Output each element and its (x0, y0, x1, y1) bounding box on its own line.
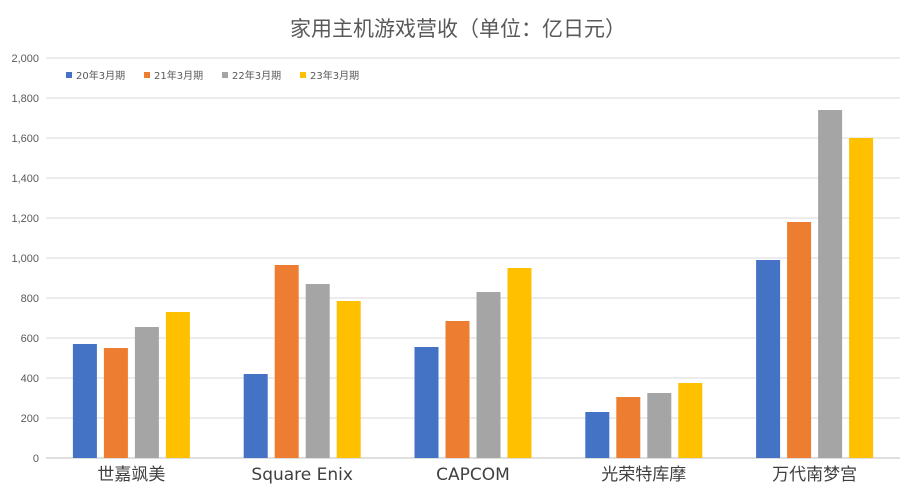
legend-item: 20年3月期 (66, 69, 125, 82)
y-tick-label: 2,000 (11, 53, 39, 65)
bar-groups (72, 110, 874, 458)
bar (678, 383, 703, 458)
x-tick-label: CAPCOM (436, 465, 510, 485)
bar (849, 138, 874, 458)
bar (243, 374, 268, 458)
legend-label: 22年3月期 (232, 69, 281, 82)
bar-group (72, 312, 190, 458)
bar-group (585, 383, 703, 458)
legend-item: 21年3月期 (144, 69, 203, 82)
bar (585, 412, 610, 458)
legend-swatch (144, 72, 150, 78)
y-tick-label: 1,600 (11, 133, 39, 145)
y-tick-label: 400 (21, 373, 39, 385)
bar (274, 265, 299, 458)
y-tick-label: 200 (21, 413, 39, 425)
bar (787, 222, 812, 458)
y-tick-label: 1,400 (11, 173, 39, 185)
y-tick-label: 0 (33, 453, 39, 465)
legend-swatch (66, 72, 72, 78)
y-axis-tick-labels: 0 200 400 600 800 1,000 1,200 1,400 1,600 1,800 2,… (11, 53, 39, 465)
chart-title: 家用主机游戏营收（单位：亿日元） (290, 17, 626, 41)
y-tick-label: 1,000 (11, 253, 39, 265)
x-tick-label: 光荣特库摩 (601, 465, 686, 485)
legend: 20年3月期 21年3月期 22年3月期 23年3月期 (66, 69, 359, 82)
bar (476, 292, 501, 458)
bar (647, 393, 672, 458)
bar (336, 301, 361, 458)
y-tick-label: 1,200 (11, 213, 39, 225)
bar (818, 110, 843, 458)
legend-item: 23年3月期 (300, 69, 359, 82)
bar-group (414, 268, 532, 458)
bar (445, 321, 470, 458)
bar (165, 312, 190, 458)
legend-label: 20年3月期 (76, 69, 125, 82)
x-tick-label: 万代南梦宫 (772, 465, 857, 485)
legend-item: 22年3月期 (222, 69, 281, 82)
bar-group (243, 265, 361, 458)
x-tick-label: Square Enix (251, 465, 353, 485)
bar (305, 284, 330, 458)
y-tick-label: 800 (21, 293, 39, 305)
bar-group (756, 110, 874, 458)
legend-swatch (300, 72, 306, 78)
bar (616, 397, 641, 458)
bar (72, 344, 97, 458)
y-tick-label: 600 (21, 333, 39, 345)
legend-swatch (222, 72, 228, 78)
y-tick-label: 1,800 (11, 93, 39, 105)
bar (103, 348, 128, 458)
bar (756, 260, 781, 458)
x-axis-tick-labels: 世嘉飒美 Square Enix CAPCOM 光荣特库摩 万代南梦宫 (97, 465, 857, 485)
bar (414, 347, 439, 458)
legend-label: 21年3月期 (154, 69, 203, 82)
x-tick-label: 世嘉飒美 (97, 465, 165, 485)
bar (134, 327, 159, 458)
legend-label: 23年3月期 (310, 69, 359, 82)
bar (507, 268, 532, 458)
